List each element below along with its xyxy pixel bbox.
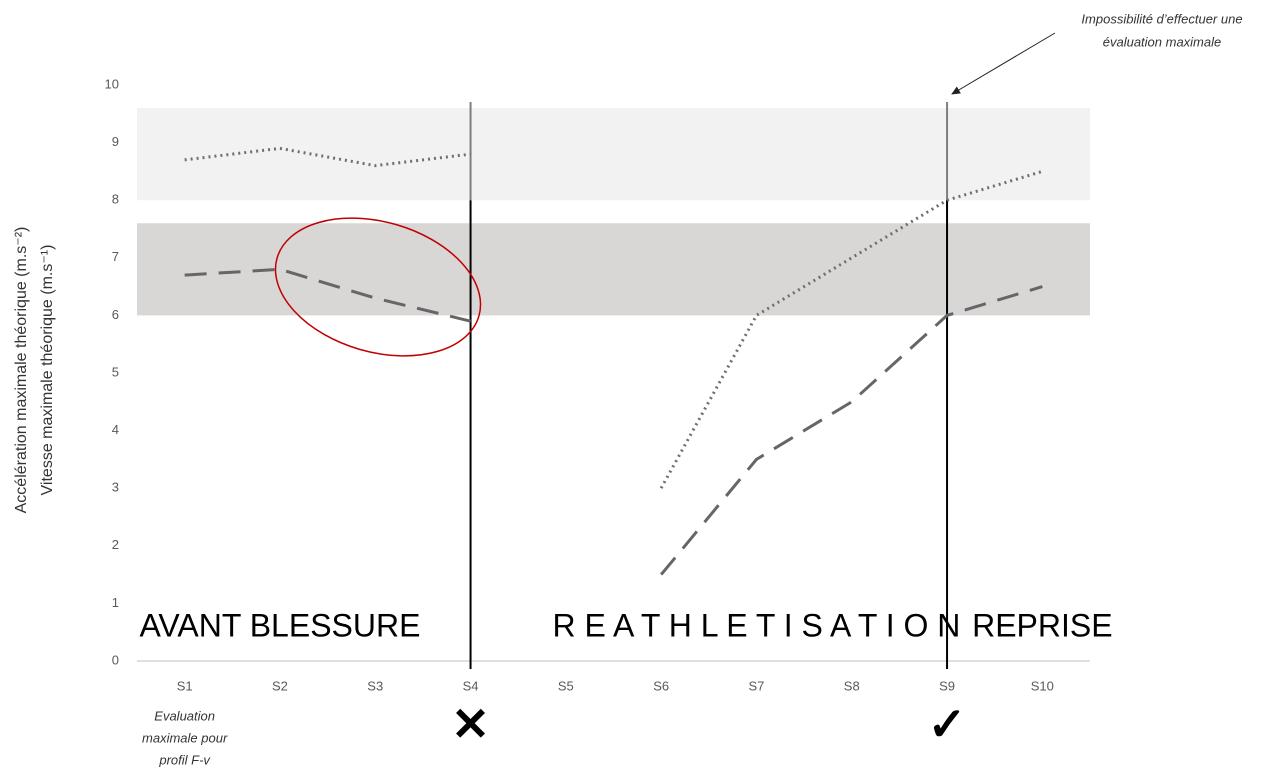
- band: [137, 108, 1090, 201]
- y-tick-label: 2: [112, 537, 119, 552]
- phase-label: REPRISE: [972, 607, 1112, 643]
- note: profil F-v: [158, 752, 211, 767]
- phase-label: AVANT BLESSURE: [139, 607, 420, 643]
- y-tick-label: 10: [105, 76, 119, 91]
- y-tick-label: 5: [112, 364, 119, 379]
- annotation: Impossibilité d’effectuer une: [1081, 11, 1242, 26]
- highlight: [274, 217, 482, 357]
- x-tick-label: S1: [177, 678, 193, 693]
- y-axis-label: Vitesse maximale théorique (m.s⁻¹): [39, 245, 56, 496]
- annotation-arrow: [951, 32, 1056, 95]
- x-tick-label: S3: [367, 678, 383, 693]
- band: [137, 223, 1090, 316]
- note: maximale pour: [142, 730, 228, 745]
- y-tick-label: 0: [112, 652, 119, 667]
- y-tick-label: 3: [112, 480, 119, 495]
- y-tick-label: 6: [112, 307, 119, 322]
- phase-label: R E A T H L E T I S A T I O N: [552, 607, 960, 643]
- x-tick-label: S10: [1031, 678, 1054, 693]
- x-tick-label: S5: [558, 678, 574, 693]
- y-tick-label: 4: [112, 422, 119, 437]
- y-tick-label: 8: [112, 192, 119, 207]
- series-line: [184, 146, 1043, 489]
- y-tick-label: 7: [112, 249, 119, 264]
- x-tick-label: S2: [272, 678, 288, 693]
- status-symbol: ✓: [928, 698, 967, 750]
- annotation: évaluation maximale: [1103, 34, 1222, 49]
- y-tick-label: 9: [112, 134, 119, 149]
- series-line: [184, 267, 1043, 576]
- x-tick-label: S7: [748, 678, 764, 693]
- y-tick-label: 1: [112, 595, 119, 610]
- x-tick-label: S6: [653, 678, 669, 693]
- status-symbol: ✕: [451, 698, 490, 750]
- note: Evaluation: [154, 708, 215, 723]
- x-tick-label: S4: [463, 678, 479, 693]
- x-tick-label: S9: [939, 678, 955, 693]
- y-axis-label: Accélération maximale théorique (m.s⁻²): [13, 227, 30, 514]
- x-tick-label: S8: [844, 678, 860, 693]
